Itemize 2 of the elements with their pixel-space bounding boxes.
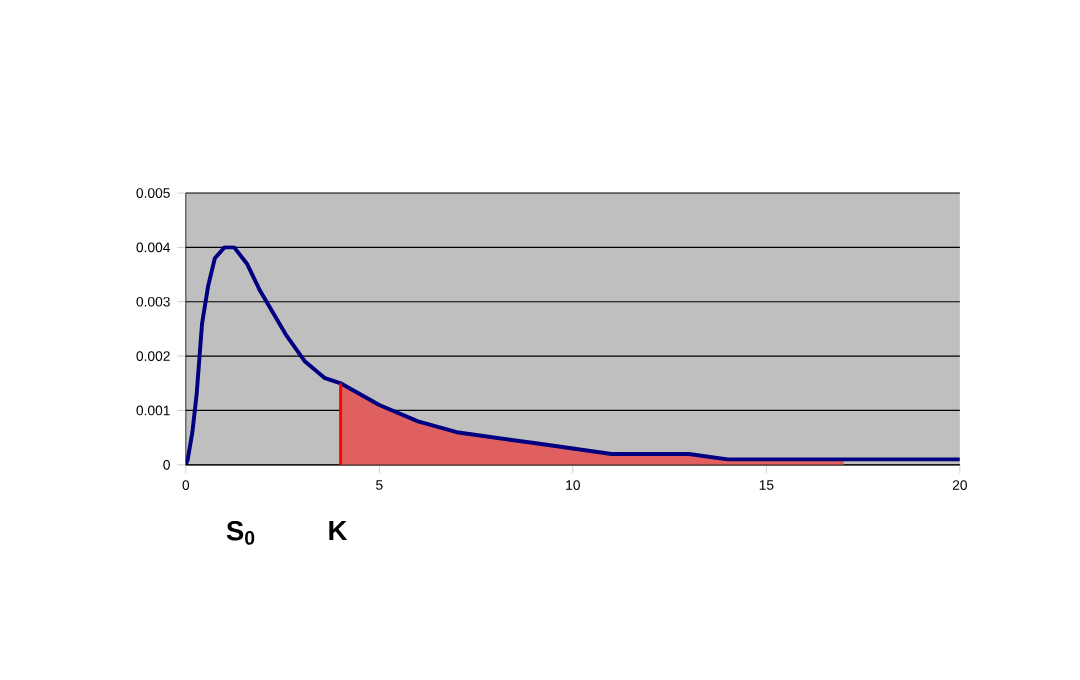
text: S$_{0}$ xyxy=(226,521,255,545)
text: K xyxy=(329,521,348,541)
